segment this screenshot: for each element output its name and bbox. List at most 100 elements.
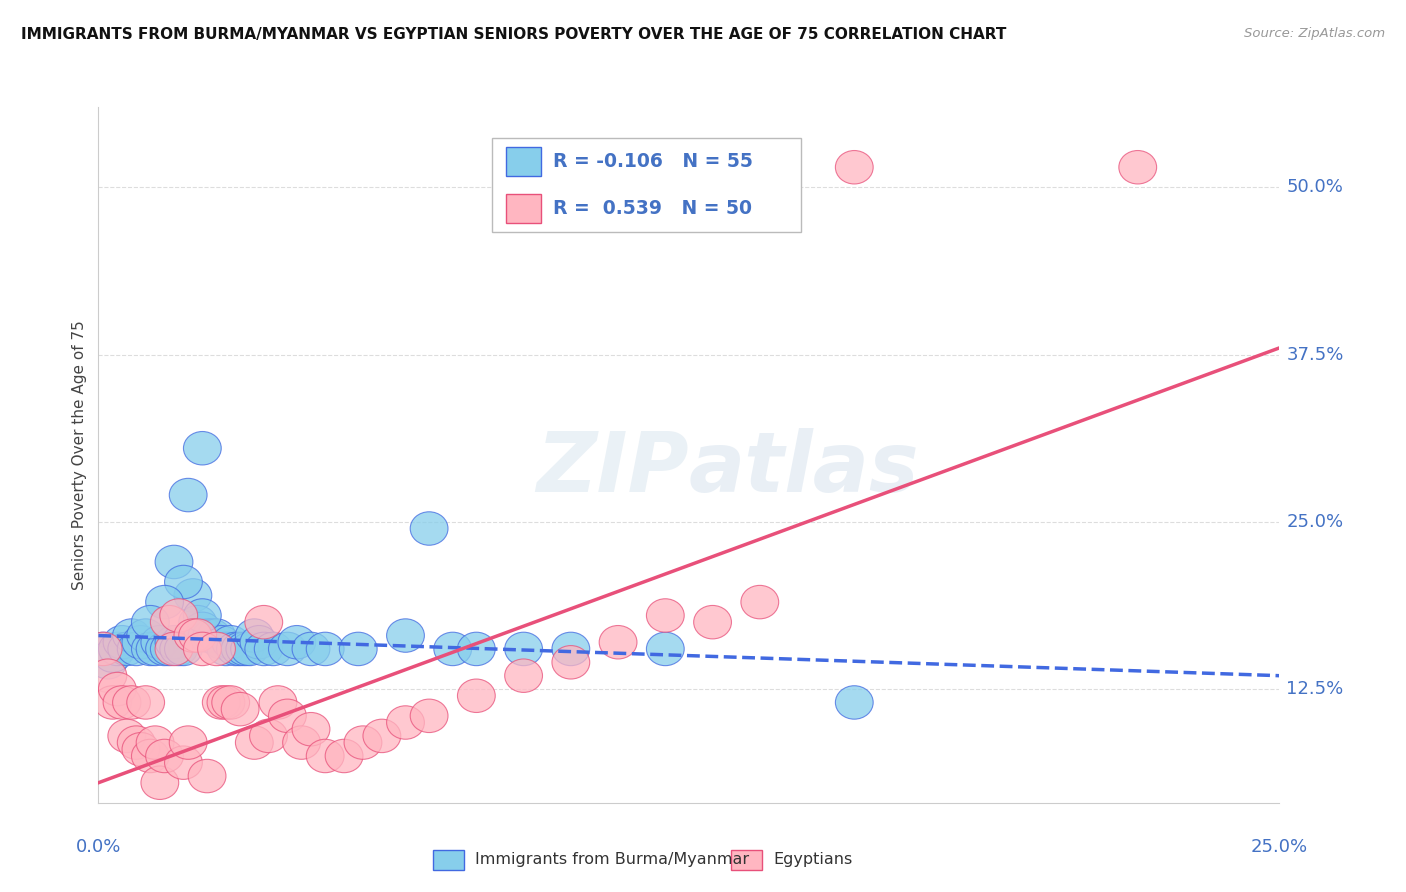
Text: 37.5%: 37.5% [1286,345,1344,364]
Ellipse shape [122,625,160,659]
Text: R = -0.106   N = 55: R = -0.106 N = 55 [553,153,752,171]
Ellipse shape [165,632,202,665]
Text: 25.0%: 25.0% [1286,513,1344,531]
Text: atlas: atlas [689,428,920,509]
Ellipse shape [387,706,425,739]
Ellipse shape [269,632,307,665]
Text: R =  0.539   N = 50: R = 0.539 N = 50 [553,199,752,218]
Ellipse shape [250,719,287,753]
Ellipse shape [174,579,212,612]
Ellipse shape [505,659,543,692]
Ellipse shape [245,632,283,665]
Text: 25.0%: 25.0% [1251,838,1308,856]
Ellipse shape [179,606,217,639]
Ellipse shape [183,599,221,632]
Ellipse shape [307,739,344,772]
Ellipse shape [339,632,377,665]
Text: ZIP: ZIP [536,428,689,509]
Ellipse shape [136,632,174,665]
Ellipse shape [160,632,198,665]
Ellipse shape [647,632,685,665]
Ellipse shape [179,619,217,652]
Ellipse shape [1119,151,1157,184]
Ellipse shape [103,625,141,659]
Ellipse shape [198,619,235,652]
Ellipse shape [193,619,231,652]
Ellipse shape [132,632,169,665]
Ellipse shape [325,739,363,772]
Text: IMMIGRANTS FROM BURMA/MYANMAR VS EGYPTIAN SENIORS POVERTY OVER THE AGE OF 75 COR: IMMIGRANTS FROM BURMA/MYANMAR VS EGYPTIA… [21,27,1007,42]
Ellipse shape [835,151,873,184]
Ellipse shape [132,606,169,639]
Ellipse shape [155,625,193,659]
Ellipse shape [269,699,307,732]
Ellipse shape [221,632,259,665]
Ellipse shape [132,739,169,772]
Ellipse shape [94,686,132,719]
Ellipse shape [183,432,221,465]
Ellipse shape [108,632,146,665]
Ellipse shape [165,566,202,599]
Ellipse shape [741,585,779,619]
Ellipse shape [188,619,226,652]
Ellipse shape [254,632,292,665]
Ellipse shape [693,606,731,639]
Ellipse shape [169,726,207,759]
Ellipse shape [434,632,471,665]
Ellipse shape [141,766,179,799]
Ellipse shape [231,632,269,665]
Ellipse shape [245,606,283,639]
Ellipse shape [221,692,259,726]
Ellipse shape [207,632,245,665]
Ellipse shape [174,619,212,652]
Ellipse shape [207,686,245,719]
Ellipse shape [183,632,221,665]
Ellipse shape [165,746,202,780]
Ellipse shape [292,632,330,665]
Ellipse shape [411,512,449,545]
Ellipse shape [212,625,250,659]
Text: Source: ZipAtlas.com: Source: ZipAtlas.com [1244,27,1385,40]
Ellipse shape [89,659,127,692]
Ellipse shape [363,719,401,753]
Ellipse shape [141,625,179,659]
Ellipse shape [146,632,183,665]
Ellipse shape [155,545,193,579]
Ellipse shape [411,699,449,732]
Ellipse shape [112,686,150,719]
Text: Immigrants from Burma/Myanmar: Immigrants from Burma/Myanmar [475,853,749,867]
Ellipse shape [122,732,160,766]
Ellipse shape [835,686,873,719]
Ellipse shape [235,726,273,759]
Ellipse shape [553,632,589,665]
Ellipse shape [150,606,188,639]
Ellipse shape [457,679,495,713]
Ellipse shape [202,625,240,659]
Ellipse shape [202,686,240,719]
Ellipse shape [117,726,155,759]
Ellipse shape [127,619,165,652]
Ellipse shape [212,686,250,719]
Y-axis label: Seniors Poverty Over the Age of 75: Seniors Poverty Over the Age of 75 [72,320,87,590]
Ellipse shape [283,726,321,759]
Ellipse shape [98,632,136,665]
Text: 12.5%: 12.5% [1286,680,1344,698]
Ellipse shape [259,686,297,719]
Ellipse shape [146,585,183,619]
Ellipse shape [103,686,141,719]
Ellipse shape [217,632,254,665]
Text: Egyptians: Egyptians [773,853,852,867]
Ellipse shape [240,625,278,659]
Ellipse shape [136,726,174,759]
Text: 0.0%: 0.0% [76,838,121,856]
Ellipse shape [344,726,382,759]
Ellipse shape [278,625,316,659]
Ellipse shape [127,686,165,719]
Text: 50.0%: 50.0% [1286,178,1343,196]
Ellipse shape [112,619,150,652]
Ellipse shape [457,632,495,665]
Ellipse shape [292,713,330,746]
Ellipse shape [84,632,122,665]
Ellipse shape [235,619,273,652]
Ellipse shape [84,632,122,665]
